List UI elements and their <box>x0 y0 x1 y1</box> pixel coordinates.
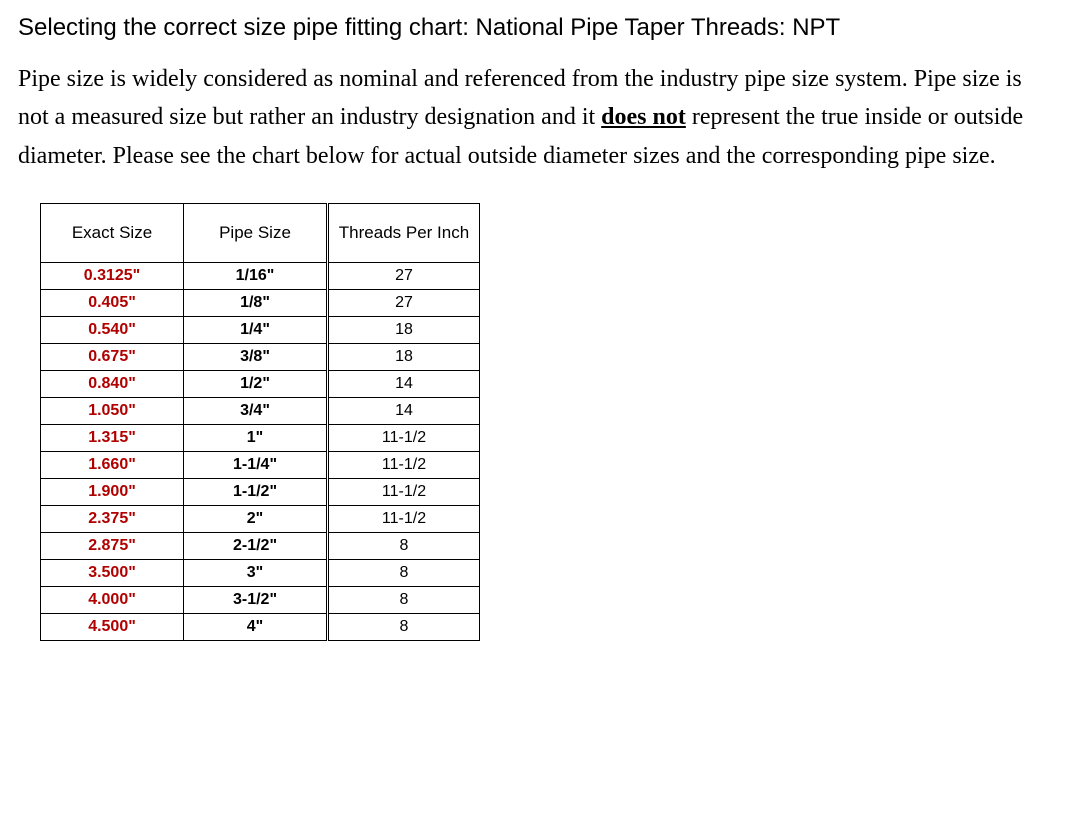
table-row: 3.500"3"8 <box>41 560 480 587</box>
cell-exact-size: 1.315" <box>41 425 184 452</box>
cell-pipe-size: 3/8" <box>184 344 328 371</box>
table-row: 0.840"1/2"14 <box>41 371 480 398</box>
col-header-tpi: Threads Per Inch <box>328 204 480 263</box>
cell-exact-size: 4.500" <box>41 614 184 641</box>
table-row: 1.050"3/4"14 <box>41 398 480 425</box>
cell-threads-per-inch: 18 <box>328 317 480 344</box>
cell-pipe-size: 1/2" <box>184 371 328 398</box>
cell-threads-per-inch: 8 <box>328 614 480 641</box>
table-row: 1.660"1-1/4"11-1/2 <box>41 452 480 479</box>
table-row: 2.875"2-1/2"8 <box>41 533 480 560</box>
table-row: 0.3125"1/16"27 <box>41 263 480 290</box>
table-row: 1.315"1"11-1/2 <box>41 425 480 452</box>
cell-exact-size: 0.675" <box>41 344 184 371</box>
cell-exact-size: 0.3125" <box>41 263 184 290</box>
cell-pipe-size: 1/8" <box>184 290 328 317</box>
cell-pipe-size: 1-1/2" <box>184 479 328 506</box>
cell-threads-per-inch: 14 <box>328 398 480 425</box>
cell-threads-per-inch: 27 <box>328 290 480 317</box>
col-header-pipe-size: Pipe Size <box>184 204 328 263</box>
cell-threads-per-inch: 11-1/2 <box>328 479 480 506</box>
cell-pipe-size: 1-1/4" <box>184 452 328 479</box>
table-row: 0.675"3/8"18 <box>41 344 480 371</box>
table-header-row: Exact Size Pipe Size Threads Per Inch <box>41 204 480 263</box>
cell-exact-size: 2.875" <box>41 533 184 560</box>
cell-exact-size: 3.500" <box>41 560 184 587</box>
table-body: 0.3125"1/16"270.405"1/8"270.540"1/4"180.… <box>41 263 480 641</box>
cell-pipe-size: 3-1/2" <box>184 587 328 614</box>
cell-threads-per-inch: 27 <box>328 263 480 290</box>
intro-emphasis: does not <box>601 104 686 130</box>
npt-size-table: Exact Size Pipe Size Threads Per Inch 0.… <box>40 203 480 641</box>
page-title: Selecting the correct size pipe fitting … <box>18 14 1053 42</box>
cell-pipe-size: 2-1/2" <box>184 533 328 560</box>
cell-pipe-size: 4" <box>184 614 328 641</box>
table-row: 0.540"1/4"18 <box>41 317 480 344</box>
cell-exact-size: 2.375" <box>41 506 184 533</box>
table-row: 4.500"4"8 <box>41 614 480 641</box>
table-row: 2.375"2"11-1/2 <box>41 506 480 533</box>
cell-threads-per-inch: 8 <box>328 533 480 560</box>
col-header-exact-size: Exact Size <box>41 204 184 263</box>
cell-exact-size: 1.050" <box>41 398 184 425</box>
cell-exact-size: 0.405" <box>41 290 184 317</box>
cell-threads-per-inch: 11-1/2 <box>328 425 480 452</box>
table-row: 1.900"1-1/2"11-1/2 <box>41 479 480 506</box>
intro-paragraph: Pipe size is widely considered as nomina… <box>18 60 1053 175</box>
cell-exact-size: 0.840" <box>41 371 184 398</box>
cell-pipe-size: 2" <box>184 506 328 533</box>
cell-pipe-size: 1" <box>184 425 328 452</box>
cell-exact-size: 4.000" <box>41 587 184 614</box>
cell-pipe-size: 3" <box>184 560 328 587</box>
cell-pipe-size: 3/4" <box>184 398 328 425</box>
cell-exact-size: 1.660" <box>41 452 184 479</box>
cell-threads-per-inch: 8 <box>328 560 480 587</box>
cell-pipe-size: 1/16" <box>184 263 328 290</box>
table-row: 4.000"3-1/2"8 <box>41 587 480 614</box>
npt-table-container: Exact Size Pipe Size Threads Per Inch 0.… <box>40 203 1053 641</box>
cell-threads-per-inch: 11-1/2 <box>328 452 480 479</box>
cell-threads-per-inch: 8 <box>328 587 480 614</box>
cell-exact-size: 1.900" <box>41 479 184 506</box>
cell-threads-per-inch: 18 <box>328 344 480 371</box>
cell-threads-per-inch: 14 <box>328 371 480 398</box>
cell-exact-size: 0.540" <box>41 317 184 344</box>
cell-threads-per-inch: 11-1/2 <box>328 506 480 533</box>
cell-pipe-size: 1/4" <box>184 317 328 344</box>
table-row: 0.405"1/8"27 <box>41 290 480 317</box>
